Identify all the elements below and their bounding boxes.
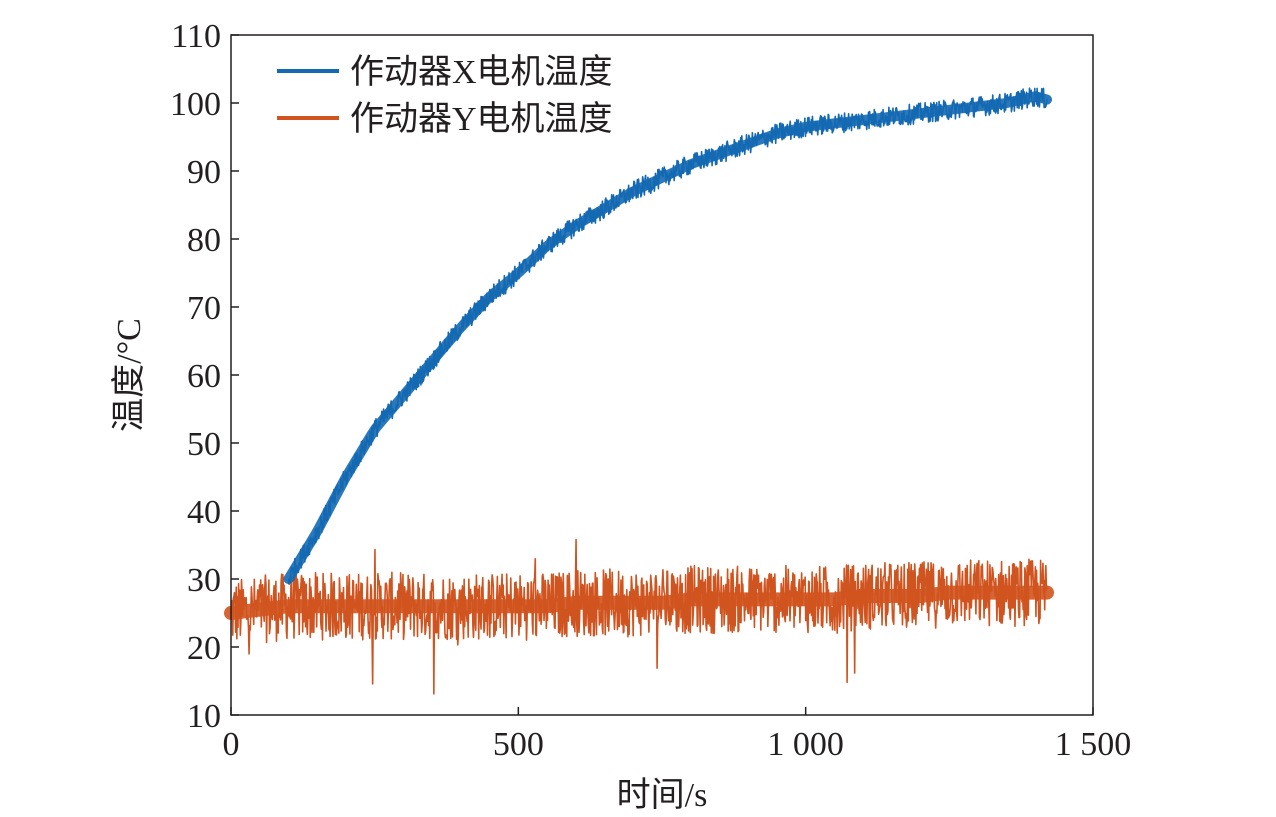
- y-tick-label: 30: [187, 562, 221, 599]
- y-tick-label: 20: [187, 630, 221, 667]
- x-axis-title: 时间/s: [617, 777, 708, 814]
- y-tick-label: 80: [187, 222, 221, 259]
- y-tick-label: 90: [187, 154, 221, 191]
- legend-label-y-motor: 作动器Y电机温度: [350, 100, 613, 138]
- y-tick-label: 40: [187, 494, 221, 531]
- legend: 作动器X电机温度 作动器Y电机温度: [277, 53, 613, 138]
- y-tick-label: 100: [170, 86, 221, 123]
- x-tick-label: 0: [223, 726, 240, 763]
- series-band-x-motor: [283, 91, 1053, 584]
- series-layer: [224, 87, 1055, 695]
- legend-label-x-motor: 作动器X电机温度: [350, 53, 613, 91]
- y-tick-label: 50: [187, 426, 221, 463]
- x-tick-label: 1 500: [1055, 726, 1132, 763]
- series-line-y-motor: [230, 538, 1048, 695]
- y-axis-title: 温度/°C: [110, 318, 148, 432]
- y-tick-label: 60: [187, 358, 221, 395]
- series-band-y-motor: [224, 585, 1055, 620]
- ticks-layer: 0 500 1 000 1 500 10 20 30 40 50 60 70 80 90 100 110: [170, 18, 1131, 763]
- y-tick-label: 110: [171, 18, 221, 55]
- x-tick-label: 500: [493, 726, 544, 763]
- x-tick-label: 1 000: [767, 726, 844, 763]
- y-tick-label: 70: [187, 290, 221, 327]
- y-tick-label: 10: [187, 698, 221, 735]
